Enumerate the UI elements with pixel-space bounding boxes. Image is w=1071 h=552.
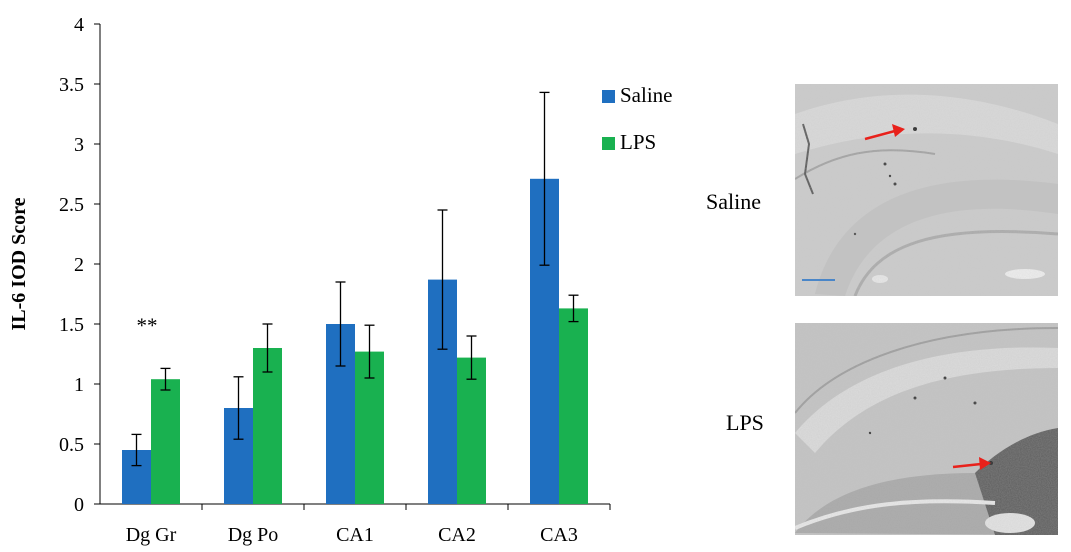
- lps-red-arrow: [952, 457, 991, 470]
- error-bar: [364, 324, 375, 379]
- bar-lps: [559, 308, 588, 504]
- bar-lps: [151, 379, 180, 504]
- y-tick-label: 0.5: [59, 434, 84, 456]
- x-tick-label: CA1: [336, 524, 374, 546]
- error-bar: [437, 209, 448, 350]
- saline-red-arrow: [864, 124, 905, 141]
- y-tick-label: 0: [74, 494, 84, 516]
- lps-micrograph: [795, 323, 1058, 535]
- error-bar: [539, 91, 550, 266]
- y-tick-label: 2: [74, 254, 84, 276]
- legend-label-lps: LPS: [620, 130, 656, 154]
- error-bars: [131, 91, 579, 467]
- y-tick-label: 3: [74, 134, 84, 156]
- y-tick-label: 3.5: [59, 74, 84, 96]
- y-tick-label: 1.5: [59, 314, 84, 336]
- y-tick-label: 2.5: [59, 194, 84, 216]
- x-tick-label: CA2: [438, 524, 476, 546]
- chart-bars: [122, 178, 588, 505]
- x-axis-ticks: Dg Gr Dg Po CA1 CA2 CA3: [126, 504, 611, 546]
- error-bar: [160, 367, 171, 391]
- y-axis-label: IL-6 IOD Score: [8, 197, 30, 330]
- bar-chart: 0 0.5 1 1.5 2 2.5 3 3.5 4 Dg Gr Dg Po CA1 CA2 CA3 IL…: [8, 14, 673, 546]
- y-tick-label: 4: [74, 14, 84, 36]
- x-tick-label: Dg Gr: [126, 524, 177, 546]
- bar-lps: [457, 357, 486, 504]
- bar-lps: [253, 348, 282, 504]
- x-tick-label: CA3: [540, 524, 578, 546]
- error-bar: [466, 335, 477, 380]
- legend-label-saline: Saline: [620, 83, 673, 107]
- chart-legend: Saline LPS: [602, 83, 673, 154]
- significance-annotation: **: [137, 313, 158, 337]
- x-tick-label: Dg Po: [228, 524, 279, 546]
- saline-micrograph: [795, 84, 1058, 296]
- y-axis-ticks: 0 0.5 1 1.5 2 2.5 3 3.5 4: [59, 14, 100, 516]
- error-bar: [335, 281, 346, 367]
- error-bar: [568, 294, 579, 323]
- y-tick-label: 1: [74, 374, 84, 396]
- error-bar: [131, 433, 142, 467]
- error-bar: [262, 323, 273, 373]
- saline-panel-label: Saline: [706, 189, 761, 214]
- lps-panel-label: LPS: [726, 410, 764, 435]
- legend-swatch-saline: [602, 90, 615, 103]
- legend-swatch-lps: [602, 137, 615, 150]
- error-bar: [233, 376, 244, 440]
